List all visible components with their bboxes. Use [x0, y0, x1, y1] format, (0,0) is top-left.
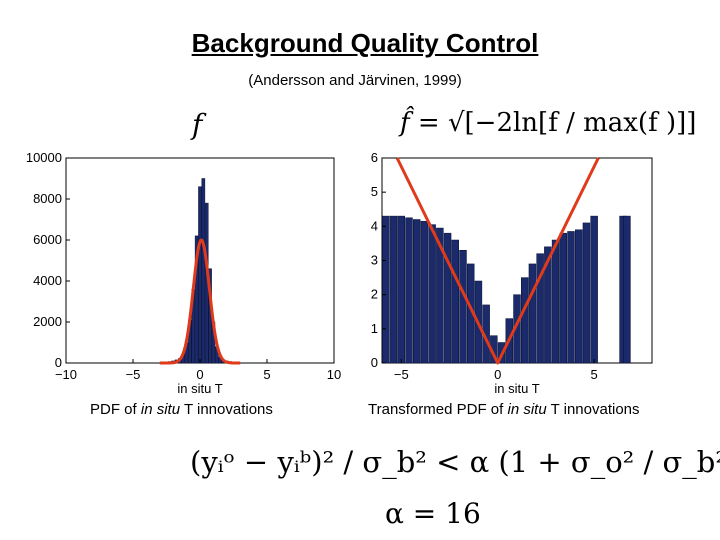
left-ytick-label-4: 8000: [33, 191, 62, 206]
right-bar-7: [436, 227, 444, 364]
left-caption-prefix: PDF of: [90, 401, 141, 418]
left-bar-10: [198, 186, 202, 364]
left-xlabel: in situ T: [177, 381, 222, 396]
slide-subtitle: (Andersson and Järvinen, 1999): [248, 72, 462, 89]
left-histogram-chart: −10 −5 0 5 10 0 2000 4000 6000 8000 10000 in situ T: [26, 150, 341, 396]
right-bar-5: [420, 220, 429, 364]
right-bar-20: [536, 253, 544, 364]
right-bar-26: [582, 222, 591, 364]
right-bar-23: [559, 232, 568, 364]
slide-title: Background Quality Control: [191, 28, 539, 58]
right-formula-lhs: f̂: [400, 108, 410, 138]
left-caption-em: in situ: [140, 401, 181, 418]
left-xtick-label-1: −5: [126, 367, 141, 382]
left-ytick-label-3: 6000: [33, 232, 62, 247]
left-caption-suffix: T innovations: [180, 401, 273, 418]
left-xtick-label-2: 0: [196, 367, 203, 382]
right-bar-24: [567, 231, 575, 364]
right-ytick-label-5: 5: [371, 184, 378, 199]
right-bar-22: [551, 239, 560, 364]
right-ytick-label-6: 6: [371, 150, 378, 165]
left-bar-9: [194, 235, 199, 364]
right-bar-19: [528, 263, 537, 364]
right-formula-eq: =: [409, 108, 448, 138]
left-ytick-label-0: 0: [55, 355, 62, 370]
right-caption-em: in situ: [507, 401, 547, 418]
right-bar-21: [544, 246, 552, 364]
right-bar-27: [590, 215, 598, 364]
right-bar-3: [405, 217, 413, 364]
right-fit-curve: [395, 157, 600, 365]
right-ytick-label-1: 1: [371, 321, 378, 336]
right-bar-2: [397, 215, 406, 364]
right-bar-8: [443, 232, 452, 364]
left-xtick-label-3: 5: [263, 367, 270, 382]
right-ytick-label-3: 3: [371, 253, 378, 268]
left-bar-11: [201, 178, 206, 364]
right-bar-29: [623, 215, 631, 364]
right-caption-suffix: T innovations: [546, 401, 640, 418]
left-fit-curve: [158, 238, 242, 365]
right-bar-25: [574, 229, 583, 364]
right-bar-18: [520, 277, 529, 364]
left-ytick-label-5: 10000: [26, 150, 62, 165]
right-bar-4: [412, 219, 421, 364]
right-xlabel: in situ T: [494, 381, 539, 396]
right-bar-6: [428, 224, 436, 364]
right-formula: f̂ = √[−2ln[f / max(f )]]: [400, 108, 696, 138]
right-ytick-label-4: 4: [371, 218, 378, 233]
right-xtick-label-1: 0: [494, 367, 501, 382]
right-xtick-label-2: 5: [591, 367, 598, 382]
right-caption: Transformed PDF of in situ T innovations: [368, 401, 640, 418]
left-ytick-label-1: 2000: [33, 314, 62, 329]
right-caption-prefix: Transformed PDF of: [368, 401, 508, 418]
main-equation: (yᵢᵒ − yᵢᵇ)² / σ_b² < α (1 + σ_o² / σ_b²…: [190, 445, 720, 479]
right-xtick-label-0: −5: [394, 367, 409, 382]
right-bar-0: [382, 215, 390, 364]
right-ytick-label-2: 2: [371, 287, 378, 302]
left-xtick-label-0: −10: [55, 367, 77, 382]
right-bar-1: [389, 215, 398, 364]
alpha-equation: α = 16: [385, 497, 481, 530]
left-xtick-label-4: 10: [327, 367, 341, 382]
left-formula: f: [192, 108, 203, 141]
left-ytick-label-2: 4000: [33, 273, 62, 288]
right-formula-rhs: √[−2ln[f / max(f )]]: [447, 108, 697, 138]
right-bar-10: [459, 250, 467, 364]
left-caption: PDF of in situ T innovations: [90, 401, 273, 418]
right-bar-9: [451, 239, 460, 364]
right-ytick-label-0: 0: [371, 355, 378, 370]
right-transformed-chart: −5 0 5 0 1 2 3 4 5 6 in situ T: [371, 150, 653, 396]
